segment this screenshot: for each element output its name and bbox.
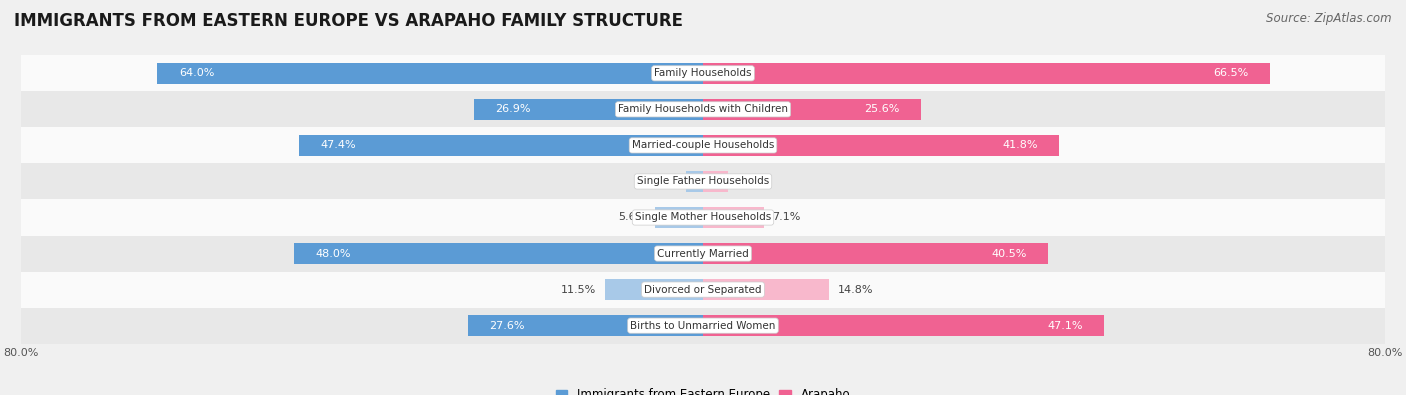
Bar <box>21 235 1385 272</box>
Text: 66.5%: 66.5% <box>1213 68 1249 78</box>
Bar <box>157 62 703 84</box>
Text: 11.5%: 11.5% <box>561 284 596 295</box>
Text: Single Father Households: Single Father Households <box>637 177 769 186</box>
Text: 25.6%: 25.6% <box>865 104 900 115</box>
Bar <box>21 91 1385 127</box>
Bar <box>21 164 1385 199</box>
Text: 26.9%: 26.9% <box>495 104 530 115</box>
Text: 2.9%: 2.9% <box>737 177 765 186</box>
Bar <box>703 207 763 228</box>
Bar <box>468 315 703 337</box>
Bar <box>703 243 1049 264</box>
Legend: Immigrants from Eastern Europe, Arapaho: Immigrants from Eastern Europe, Arapaho <box>555 388 851 395</box>
Text: Source: ZipAtlas.com: Source: ZipAtlas.com <box>1267 12 1392 25</box>
Text: Married-couple Households: Married-couple Households <box>631 140 775 150</box>
Bar <box>703 171 728 192</box>
Text: 7.1%: 7.1% <box>772 213 800 222</box>
Bar <box>294 243 703 264</box>
Text: 14.8%: 14.8% <box>838 284 873 295</box>
Bar <box>21 128 1385 164</box>
Text: Divorced or Separated: Divorced or Separated <box>644 284 762 295</box>
Text: 41.8%: 41.8% <box>1002 140 1038 150</box>
Bar <box>703 62 1270 84</box>
Bar <box>703 279 830 300</box>
Text: 27.6%: 27.6% <box>489 321 524 331</box>
Bar <box>686 171 703 192</box>
Text: 40.5%: 40.5% <box>991 248 1026 259</box>
Text: Currently Married: Currently Married <box>657 248 749 259</box>
Text: Family Households: Family Households <box>654 68 752 78</box>
Text: 2.0%: 2.0% <box>650 177 678 186</box>
Bar <box>703 135 1059 156</box>
Text: 64.0%: 64.0% <box>179 68 214 78</box>
Bar <box>655 207 703 228</box>
Bar <box>474 99 703 120</box>
Bar <box>21 55 1385 91</box>
Text: 47.4%: 47.4% <box>321 140 356 150</box>
Text: 5.6%: 5.6% <box>619 213 647 222</box>
Text: 48.0%: 48.0% <box>315 248 350 259</box>
Text: Family Households with Children: Family Households with Children <box>619 104 787 115</box>
Bar <box>299 135 703 156</box>
Bar <box>703 99 921 120</box>
Bar <box>703 315 1105 337</box>
Bar <box>21 272 1385 308</box>
Bar <box>21 308 1385 344</box>
Bar <box>21 199 1385 235</box>
Text: Births to Unmarried Women: Births to Unmarried Women <box>630 321 776 331</box>
Bar <box>605 279 703 300</box>
Text: 47.1%: 47.1% <box>1047 321 1083 331</box>
Text: IMMIGRANTS FROM EASTERN EUROPE VS ARAPAHO FAMILY STRUCTURE: IMMIGRANTS FROM EASTERN EUROPE VS ARAPAH… <box>14 12 683 30</box>
Text: Single Mother Households: Single Mother Households <box>636 213 770 222</box>
